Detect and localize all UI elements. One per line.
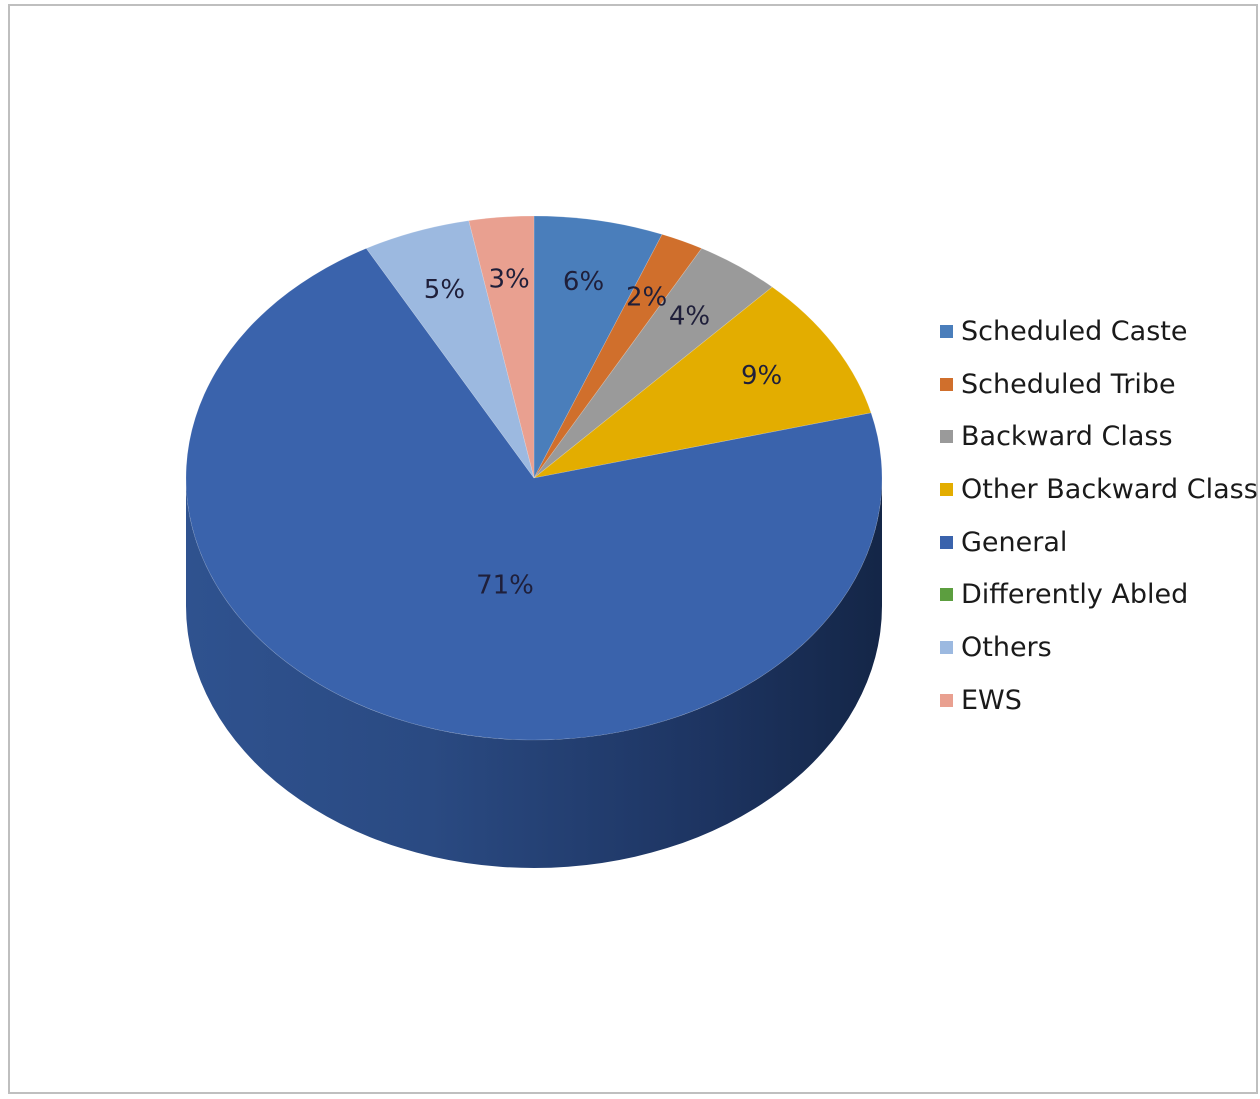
pie-slice-scheduled-tribe	[533, 234, 703, 479]
legend-swatch	[940, 430, 953, 444]
pie-slice-scheduled-caste	[533, 215, 663, 479]
legend-swatch	[940, 324, 953, 338]
legend-item: General	[940, 516, 1258, 569]
legend-label: Scheduled Tribe	[961, 368, 1176, 400]
pie-slice-other-backward-class	[533, 286, 872, 479]
legend-item: Scheduled Caste	[940, 305, 1258, 358]
data-label-scheduled-tribe: 2%	[626, 282, 667, 312]
legend-label: EWS	[961, 684, 1022, 716]
legend-item: Scheduled Tribe	[940, 358, 1258, 411]
legend: Scheduled Caste Scheduled Tribe Backward C…	[940, 305, 1258, 727]
data-label-general: 71%	[476, 571, 534, 601]
pie-slice-others	[365, 220, 535, 479]
legend-label: Scheduled Caste	[961, 315, 1188, 347]
legend-swatch	[940, 693, 953, 707]
legend-label: General	[961, 526, 1068, 558]
legend-label: Others	[961, 631, 1052, 663]
legend-item: Others	[940, 621, 1258, 674]
legend-swatch	[940, 482, 953, 496]
legend-swatch	[940, 640, 953, 654]
legend-swatch	[940, 535, 953, 549]
legend-item: Differently Abled	[940, 568, 1258, 621]
data-label-ews: 3%	[488, 264, 529, 294]
data-label-scheduled-caste: 6%	[563, 267, 604, 297]
data-label-backward-class: 4%	[669, 301, 710, 331]
pie-slice-ews	[468, 215, 535, 479]
data-label-others: 5%	[424, 275, 465, 305]
pie-slice-general	[185, 248, 883, 741]
pie-slice-backward-class	[533, 248, 773, 479]
data-label-other-backward-class: 9%	[741, 361, 782, 391]
legend-item: Other Backward Class	[940, 463, 1258, 516]
legend-item: Backward Class	[940, 410, 1258, 463]
legend-item: EWS	[940, 674, 1258, 727]
legend-swatch	[940, 588, 953, 602]
legend-label: Other Backward Class	[961, 473, 1258, 505]
legend-swatch	[940, 377, 953, 391]
pie-side-general	[186, 478, 882, 868]
legend-label: Backward Class	[961, 421, 1173, 453]
legend-label: Differently Abled	[961, 579, 1189, 611]
